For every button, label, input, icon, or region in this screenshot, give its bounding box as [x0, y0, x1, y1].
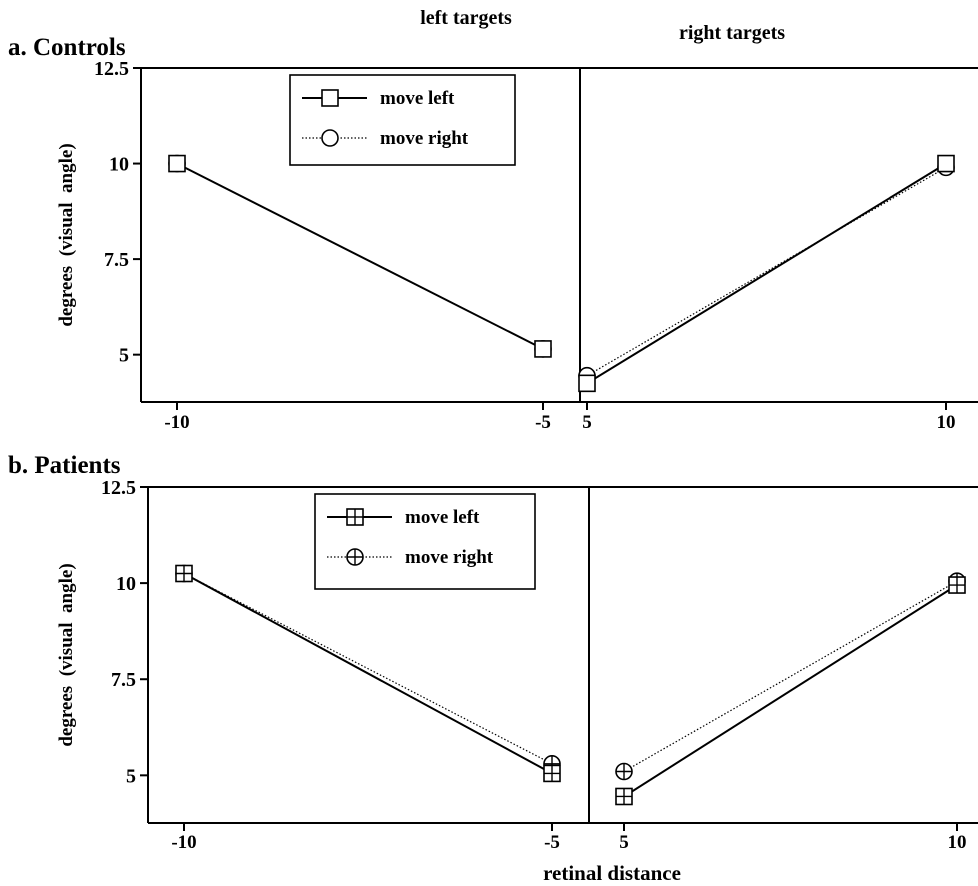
series-line-move-left	[623, 584, 958, 798]
x-tick-label: -10	[164, 412, 189, 433]
series-line-move-left	[183, 572, 553, 775]
legend-label: move right	[380, 128, 469, 149]
legend-label: move left	[405, 507, 480, 528]
data-point-move-left	[168, 154, 186, 173]
panel-left-targets: -10 -5	[164, 154, 552, 433]
y-axis-label: degrees (visual angle)	[56, 143, 77, 326]
series-line-move-right	[183, 572, 553, 765]
y-tick-label: 7.5	[111, 669, 136, 691]
legend-marker	[321, 129, 339, 147]
data-point-move-left-cross	[544, 765, 560, 782]
series-line-move-left	[586, 162, 947, 385]
chart-title: b. Patients	[8, 452, 121, 479]
header-left-targets: left targets	[420, 7, 512, 29]
data-point-move-left-cross	[949, 577, 965, 594]
legend-marker-cross	[347, 549, 363, 565]
y-tick-label: 10	[109, 154, 129, 176]
legend: move left move right	[314, 493, 536, 590]
x-tick-label: 5	[582, 412, 592, 433]
legend-marker	[321, 89, 339, 107]
header-right-targets: right targets	[679, 22, 785, 44]
x-tick-label: -5	[544, 832, 560, 853]
y-tick-label: 12.5	[101, 477, 136, 499]
x-axis-label: retinal distance	[543, 861, 681, 885]
y-tick-label: 7.5	[104, 249, 129, 271]
data-point-move-left	[937, 154, 955, 173]
legend-label: move left	[380, 88, 455, 109]
legend-label: move right	[405, 547, 494, 568]
y-tick-label: 12.5	[94, 58, 129, 80]
legend-marker-cross	[347, 509, 363, 525]
chart-title: a. Controls	[8, 34, 126, 61]
x-tick-label: 10	[948, 832, 967, 853]
y-axis-label: degrees (visual angle)	[56, 563, 77, 746]
x-tick-label: 5	[619, 832, 629, 853]
series-line-move-right	[586, 166, 947, 377]
y-tick-label: 5	[126, 765, 136, 787]
data-point-move-left	[578, 374, 596, 393]
panel-left-targets: -10 -5	[171, 564, 561, 853]
panel-right-targets: 5 10	[615, 572, 967, 853]
data-point-move-left-cross	[176, 565, 192, 582]
x-tick-label: 10	[937, 412, 956, 433]
data-point-move-right-cross	[616, 763, 632, 780]
series-line-move-right	[623, 580, 958, 773]
data-point-move-left	[534, 340, 552, 358]
y-tick-label: 10	[116, 573, 136, 595]
x-tick-label: -10	[171, 832, 196, 853]
series-line-move-left	[176, 162, 544, 350]
data-point-move-left-cross	[616, 788, 632, 805]
panel-right-targets: 5 10	[578, 154, 956, 433]
legend: move left move right	[289, 74, 516, 166]
y-tick-label: 5	[119, 345, 129, 367]
x-tick-label: -5	[535, 412, 551, 433]
